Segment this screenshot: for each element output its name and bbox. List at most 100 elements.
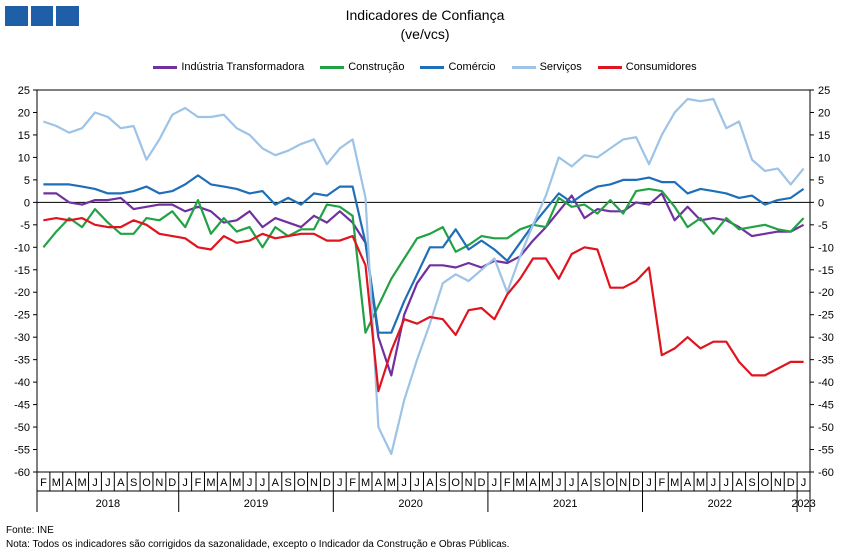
month-label: D [787, 477, 795, 489]
footnote: Nota: Todos os indicadores são corrigido… [6, 539, 510, 550]
legend-label: Construção [348, 61, 405, 73]
month-label: J [801, 477, 807, 489]
chart-legend: Indústria Transformadora Construção Comérc… [0, 61, 850, 73]
legend-label: Comércio [448, 61, 496, 73]
month-label: M [387, 477, 396, 489]
y-tick-label-right: -30 [818, 332, 834, 344]
month-label: O [297, 477, 306, 489]
month-label: S [130, 477, 137, 489]
y-tick-label-left: -20 [14, 287, 30, 299]
y-tick-label-left: -10 [14, 242, 30, 254]
month-label: J [105, 477, 111, 489]
month-label: O [761, 477, 770, 489]
month-label: D [168, 477, 176, 489]
y-tick-label-left: -30 [14, 332, 30, 344]
y-tick-label-left: 15 [18, 130, 30, 142]
month-label: A [375, 477, 383, 489]
month-label: S [439, 477, 446, 489]
month-label: F [349, 477, 356, 489]
month-label: F [195, 477, 202, 489]
month-label: O [142, 477, 151, 489]
month-label: N [155, 477, 163, 489]
month-label: A [684, 477, 692, 489]
y-tick-label-left: 0 [24, 197, 30, 209]
month-label: M [541, 477, 550, 489]
chart-title: Indicadores de Confiança [345, 7, 505, 23]
month-label: J [337, 477, 343, 489]
y-tick-label-left: 25 [18, 85, 30, 97]
month-label: D [632, 477, 640, 489]
legend-swatch [597, 65, 622, 69]
y-tick-label-left: -55 [14, 445, 30, 457]
month-label: A [66, 477, 74, 489]
year-label: 2022 [708, 498, 732, 510]
month-label: M [206, 477, 215, 489]
month-label: J [492, 477, 498, 489]
month-label: O [606, 477, 615, 489]
y-tick-label-right: -35 [818, 355, 834, 367]
legend-item-3: Serviços [511, 61, 582, 73]
month-label: A [272, 477, 280, 489]
legend-label: Consumidores [625, 61, 697, 73]
month-label: O [451, 477, 460, 489]
y-tick-label-right: 25 [818, 85, 830, 97]
month-label: F [40, 477, 47, 489]
month-label: J [182, 477, 188, 489]
y-tick-label-left: 10 [18, 152, 30, 164]
month-label: J [401, 477, 407, 489]
legend-item-2: Comércio [420, 61, 496, 73]
y-tick-label-left: -45 [14, 400, 30, 412]
year-label: 2018 [96, 498, 120, 510]
month-label: J [414, 477, 420, 489]
month-label: J [92, 477, 98, 489]
legend-item-4: Consumidores [597, 61, 697, 73]
year-label: 2023 [791, 498, 815, 510]
month-label: J [724, 477, 730, 489]
month-label: J [556, 477, 562, 489]
month-label: A [529, 477, 537, 489]
month-label: M [78, 477, 87, 489]
month-label: J [247, 477, 253, 489]
month-label: A [220, 477, 228, 489]
month-label: N [310, 477, 318, 489]
month-label: A [426, 477, 434, 489]
y-tick-label-right: -5 [818, 220, 828, 232]
month-label: M [696, 477, 705, 489]
y-tick-label-right: 15 [818, 130, 830, 142]
month-label: A [581, 477, 589, 489]
legend-swatch [420, 65, 445, 69]
y-tick-label-left: -35 [14, 355, 30, 367]
year-label: 2021 [553, 498, 577, 510]
y-tick-label-left: -50 [14, 422, 30, 434]
legend-swatch [153, 65, 178, 69]
month-label: F [658, 477, 665, 489]
y-tick-label-right: -40 [818, 377, 834, 389]
y-tick-label-right: 10 [818, 152, 830, 164]
year-label: 2019 [244, 498, 268, 510]
month-label: J [260, 477, 266, 489]
y-tick-label-left: 20 [18, 107, 30, 119]
y-tick-label-right: 0 [818, 197, 824, 209]
source-note: Fonte: INE [6, 525, 54, 536]
month-label: D [323, 477, 331, 489]
month-label: F [504, 477, 511, 489]
chart-subtitle: (ve/vcs) [400, 26, 450, 42]
y-tick-label-right: 5 [818, 175, 824, 187]
y-tick-label-left: 5 [24, 175, 30, 187]
month-label: S [594, 477, 601, 489]
month-label: D [477, 477, 485, 489]
series-line-2 [43, 174, 805, 334]
y-tick-label-right: -15 [818, 265, 834, 277]
y-tick-label-left: -60 [14, 467, 30, 479]
y-tick-label-right: -10 [818, 242, 834, 254]
series-line-0 [43, 192, 805, 377]
y-tick-label-right: -55 [818, 445, 834, 457]
series-line-1 [42, 187, 805, 334]
month-label: N [619, 477, 627, 489]
month-label: N [774, 477, 782, 489]
month-label: J [646, 477, 652, 489]
y-tick-label-left: -15 [14, 265, 30, 277]
month-label: A [735, 477, 743, 489]
y-tick-label-right: -25 [818, 310, 834, 322]
